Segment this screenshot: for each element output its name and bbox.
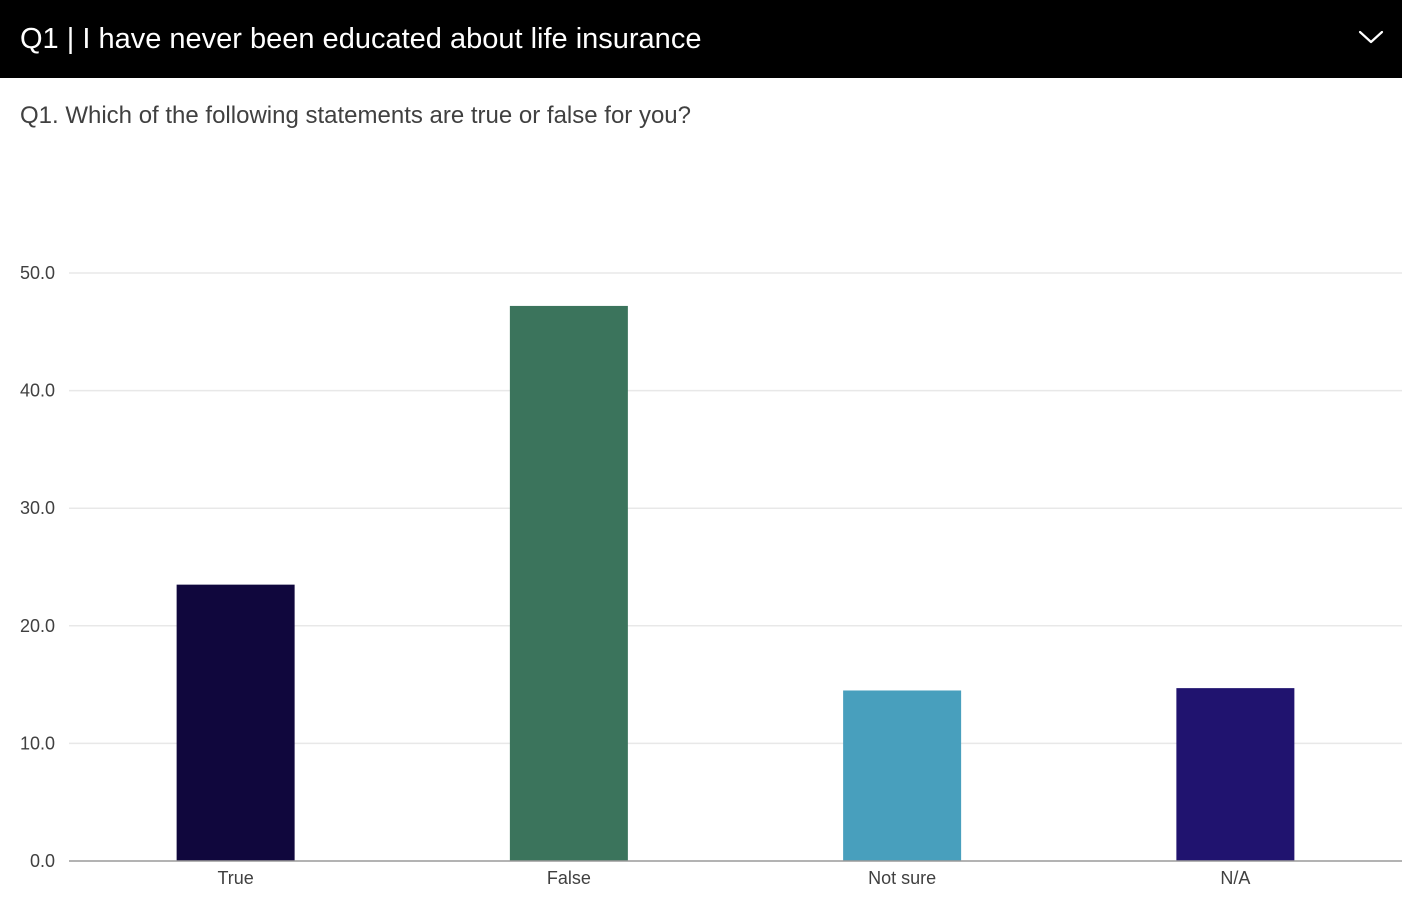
bar-true[interactable] [176,584,295,861]
x-tick-label: N/A [1220,868,1250,888]
bar-false[interactable] [509,305,628,862]
bar-not-sure[interactable] [843,690,962,861]
tick-labels: 0.0 10.0 20.0 30.0 40.0 50.0 True False Not sure… [20,263,1250,888]
x-tick-label: Not sure [868,868,936,888]
y-tick-label: 20.0 [20,616,55,636]
bars [176,305,1295,862]
chevron-down-icon[interactable] [1354,22,1388,52]
bar-n-a[interactable] [1176,688,1295,861]
x-tick-label: False [547,868,591,888]
question-text: Q1. Which of the following statements ar… [20,102,691,129]
y-tick-label: 10.0 [20,733,55,753]
y-tick-label: 0.0 [30,851,55,871]
y-tick-label: 50.0 [20,263,55,283]
y-tick-label: 40.0 [20,381,55,401]
question-title: Q1 | I have never been educated about li… [20,23,702,55]
y-tick-label: 30.0 [20,498,55,518]
x-tick-label: True [217,868,253,888]
question-header[interactable]: Q1 | I have never been educated about li… [0,0,1402,78]
